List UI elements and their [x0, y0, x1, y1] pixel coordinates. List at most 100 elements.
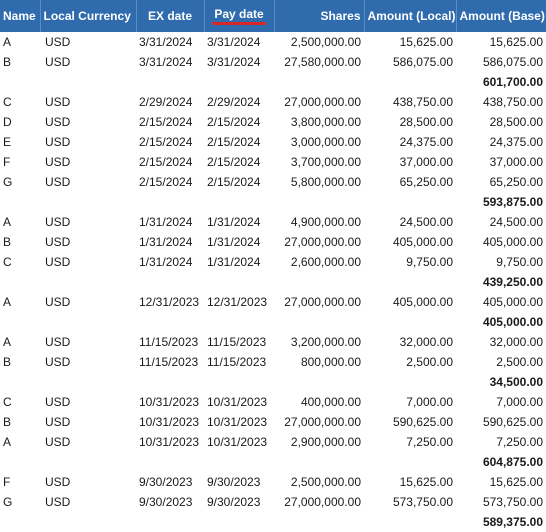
subtotal-spacer — [0, 372, 456, 392]
cell-name: B — [3, 235, 12, 249]
cell-amount-local: 405,000.00 — [392, 295, 453, 309]
cell-currency: USD — [45, 175, 71, 189]
table-row[interactable]: G USD 2/15/2024 2/15/2024 5,800,000.00 65,250… — [0, 172, 546, 192]
table-row[interactable]: D USD 2/15/2024 2/15/2024 3,800,000.00 28,500… — [0, 112, 546, 132]
cell-amount-local: 24,500.00 — [399, 215, 453, 229]
cell-amount-local: 7,250.00 — [406, 435, 453, 449]
column-header-pay-date[interactable]: Pay date — [204, 0, 275, 32]
table-row[interactable]: C USD 10/31/2023 10/31/2023 400,000.00 7,000.… — [0, 392, 546, 412]
cell-ex-date: 2/15/2024 — [139, 155, 193, 169]
cell-amount-base: 7,000.00 — [496, 395, 543, 409]
cell-pay-date: 1/31/2024 — [207, 235, 261, 249]
cell-ex-date: 12/31/2023 — [139, 295, 200, 309]
cell-ex-date: 11/15/2023 — [139, 335, 199, 349]
cell-pay-date: 3/31/2024 — [207, 35, 261, 49]
column-header-label: EX date — [147, 9, 192, 23]
cell-pay-date: 11/15/2023 — [207, 355, 267, 369]
cell-pay-date: 1/31/2024 — [207, 215, 261, 229]
cell-currency: USD — [45, 55, 71, 69]
column-header-amount-base[interactable]: Amount (Base) — [456, 0, 546, 32]
table-row[interactable]: C USD 2/29/2024 2/29/2024 27,000,000.00 438,7… — [0, 92, 546, 112]
cell-name: D — [3, 115, 12, 129]
column-header-shares[interactable]: Shares — [274, 0, 365, 32]
table-row[interactable]: A USD 3/31/2024 3/31/2024 2,500,000.00 15,625… — [0, 32, 546, 52]
cell-name: A — [3, 215, 12, 229]
cell-currency: USD — [45, 35, 71, 49]
cell-currency: USD — [45, 95, 71, 109]
cell-pay-date: 2/15/2024 — [207, 175, 261, 189]
cell-amount-base: 15,625.00 — [489, 475, 543, 489]
table-row[interactable]: B USD 3/31/2024 3/31/2024 27,580,000.00 586,0… — [0, 52, 546, 72]
column-header-label-sorted: Pay date — [212, 7, 266, 25]
cell-ex-date: 10/31/2023 — [139, 415, 200, 429]
cell-amount-base: 15,625.00 — [489, 35, 543, 49]
cell-currency: USD — [45, 395, 71, 409]
table-row[interactable]: A USD 10/31/2023 10/31/2023 2,900,000.00 7,25… — [0, 432, 546, 452]
table-row[interactable]: G USD 9/30/2023 9/30/2023 27,000,000.00 573,7… — [0, 492, 546, 512]
cell-shares: 2,500,000.00 — [290, 35, 361, 49]
column-header-local-currency[interactable]: Local Currency — [40, 0, 137, 32]
subtotal-row: 439,250.00 — [0, 272, 546, 292]
cell-ex-date: 3/31/2024 — [139, 55, 193, 69]
cell-amount-local: 65,250.00 — [399, 175, 453, 189]
cell-currency: USD — [45, 255, 71, 269]
cell-amount-base: 65,250.00 — [489, 175, 543, 189]
cell-amount-base: 9,750.00 — [496, 255, 543, 269]
cell-pay-date: 12/31/2023 — [207, 295, 268, 309]
cell-ex-date: 2/29/2024 — [139, 95, 193, 109]
cell-amount-base: 37,000.00 — [489, 155, 543, 169]
cell-name: A — [3, 295, 12, 309]
cell-amount-local: 7,000.00 — [406, 395, 453, 409]
cell-currency: USD — [45, 235, 71, 249]
column-header-amount-local[interactable]: Amount (Local) — [364, 0, 457, 32]
cell-amount-local: 405,000.00 — [392, 235, 453, 249]
cell-amount-base: 24,500.00 — [489, 215, 543, 229]
table-row[interactable]: A USD 1/31/2024 1/31/2024 4,900,000.00 24,500… — [0, 212, 546, 232]
table-row[interactable]: B USD 11/15/2023 11/15/2023 800,000.00 2,500.… — [0, 352, 546, 372]
group-total: 601,700.00 — [482, 75, 543, 89]
column-header-label: Amount (Base) — [459, 9, 545, 23]
cell-currency: USD — [45, 415, 71, 429]
cell-currency: USD — [45, 115, 71, 129]
cell-ex-date: 1/31/2024 — [139, 235, 193, 249]
cell-ex-date: 2/15/2024 — [139, 175, 193, 189]
cell-ex-date: 10/31/2023 — [139, 435, 200, 449]
cell-amount-base: 438,750.00 — [482, 95, 543, 109]
cell-pay-date: 10/31/2023 — [207, 415, 268, 429]
group-total: 589,375.00 — [482, 515, 543, 529]
column-header-label: Shares — [320, 9, 361, 23]
subtotal-spacer — [0, 192, 456, 212]
table-row[interactable]: E USD 2/15/2024 2/15/2024 3,000,000.00 24,375… — [0, 132, 546, 152]
cell-shares: 3,800,000.00 — [290, 115, 361, 129]
cell-shares: 2,600,000.00 — [290, 255, 361, 269]
cell-pay-date: 3/31/2024 — [207, 55, 261, 69]
table-row[interactable]: B USD 1/31/2024 1/31/2024 27,000,000.00 405,0… — [0, 232, 546, 252]
cell-currency: USD — [45, 295, 71, 309]
table-row[interactable]: A USD 12/31/2023 12/31/2023 27,000,000.00 405… — [0, 292, 546, 312]
cell-amount-base: 586,075.00 — [482, 55, 543, 69]
cell-shares: 5,800,000.00 — [290, 175, 361, 189]
cell-currency: USD — [45, 335, 71, 349]
column-header-label: Name — [3, 9, 36, 23]
table-row[interactable]: B USD 10/31/2023 10/31/2023 27,000,000.00 590… — [0, 412, 546, 432]
table-row[interactable]: F USD 2/15/2024 2/15/2024 3,700,000.00 37,000… — [0, 152, 546, 172]
subtotal-row: 34,500.00 — [0, 372, 546, 392]
cell-name: G — [3, 495, 13, 509]
group-total: 593,875.00 — [482, 195, 543, 209]
cell-ex-date: 10/31/2023 — [139, 395, 200, 409]
table-row[interactable]: F USD 9/30/2023 9/30/2023 2,500,000.00 15,625… — [0, 472, 546, 492]
table-row[interactable]: A USD 11/15/2023 11/15/2023 3,200,000.00 32,0… — [0, 332, 546, 352]
table-row[interactable]: C USD 1/31/2024 1/31/2024 2,600,000.00 9,750.… — [0, 252, 546, 272]
column-header-name[interactable]: Name — [0, 0, 41, 32]
cell-amount-local: 9,750.00 — [406, 255, 453, 269]
cell-name: C — [3, 255, 12, 269]
cell-pay-date: 2/15/2024 — [207, 155, 261, 169]
cell-currency: USD — [45, 475, 71, 489]
cell-pay-date: 10/31/2023 — [207, 435, 268, 449]
cell-currency: USD — [45, 135, 71, 149]
cell-shares: 27,000,000.00 — [284, 95, 361, 109]
column-header-ex-date[interactable]: EX date — [136, 0, 205, 32]
table-body: A USD 3/31/2024 3/31/2024 2,500,000.00 15,625… — [0, 32, 546, 532]
cell-amount-local: 28,500.00 — [399, 115, 453, 129]
